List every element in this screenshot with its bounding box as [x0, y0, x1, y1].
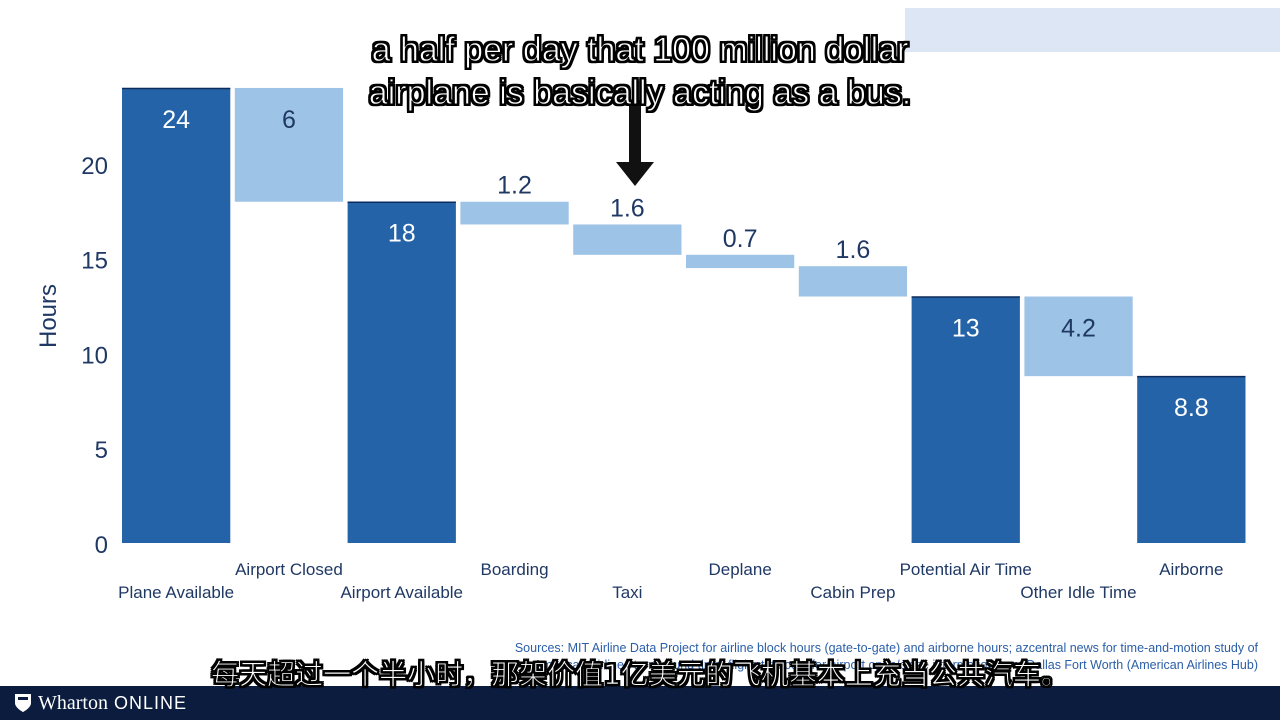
sources-line-2: American Airlines turnaround time; fligh… [533, 658, 1258, 672]
y-tick-label: 15 [81, 248, 108, 275]
category-label: Airport Closed [235, 560, 343, 579]
caption-line-2: airplane is basically acting as a bus. [368, 74, 912, 113]
data-label: 1.6 [610, 194, 645, 222]
y-tick-label: 10 [81, 342, 108, 369]
wharton-online-logo: Wharton ONLINE [14, 690, 187, 716]
data-label: 8.8 [1174, 394, 1209, 422]
bar [1137, 376, 1246, 543]
brand-name: Wharton [38, 692, 108, 714]
category-label: Cabin Prep [810, 583, 895, 602]
bar [911, 296, 1020, 543]
data-label: 18 [388, 220, 416, 248]
data-label: 1.6 [836, 236, 871, 264]
bar [686, 254, 795, 269]
brand-suffix: ONLINE [113, 693, 188, 713]
bar [798, 266, 908, 297]
y-tick-label: 5 [95, 437, 108, 464]
data-label: 24 [162, 106, 190, 134]
header-panel [905, 8, 1280, 52]
bar [460, 201, 569, 225]
category-label: Deplane [708, 560, 771, 579]
category-label: Potential Air Time [900, 560, 1032, 579]
data-label: 13 [952, 315, 980, 343]
bar [234, 87, 344, 202]
footer-bar [0, 686, 1280, 720]
subtitle-caption-chinese: 每天超过一个半小时，那架价值1亿美元的飞机基本上充当公共汽车。 [211, 658, 1070, 692]
subtitle-caption-english: a half per day that 100 million dollar a… [0, 29, 1280, 115]
bar [1024, 296, 1133, 377]
bar [573, 224, 682, 255]
shield-icon [15, 694, 31, 712]
category-label: Airborne [1159, 560, 1223, 579]
caption-line-1: a half per day that 100 million dollar [371, 31, 909, 70]
y-tick-label: 20 [81, 153, 108, 180]
bar [347, 201, 456, 543]
category-label: Other Idle Time [1020, 583, 1136, 602]
category-label: Airport Available [340, 583, 463, 602]
arrow-shaft [629, 100, 641, 164]
y-tick-label: 0 [95, 532, 108, 559]
sources-line-1: Sources: MIT Airline Data Project for ai… [514, 641, 1258, 655]
down-arrow-icon [616, 162, 654, 186]
sources-note: Sources: MIT Airline Data Project for ai… [358, 640, 1258, 674]
data-label: 4.2 [1061, 315, 1096, 343]
bar [122, 87, 231, 544]
category-label: Taxi [612, 583, 642, 602]
category-label: Plane Available [118, 583, 234, 602]
data-label: 1.2 [497, 172, 532, 200]
y-axis-title: Hours [35, 284, 62, 348]
category-label: Boarding [481, 560, 549, 579]
data-label: 0.7 [723, 225, 758, 253]
data-label: 6 [282, 106, 296, 134]
